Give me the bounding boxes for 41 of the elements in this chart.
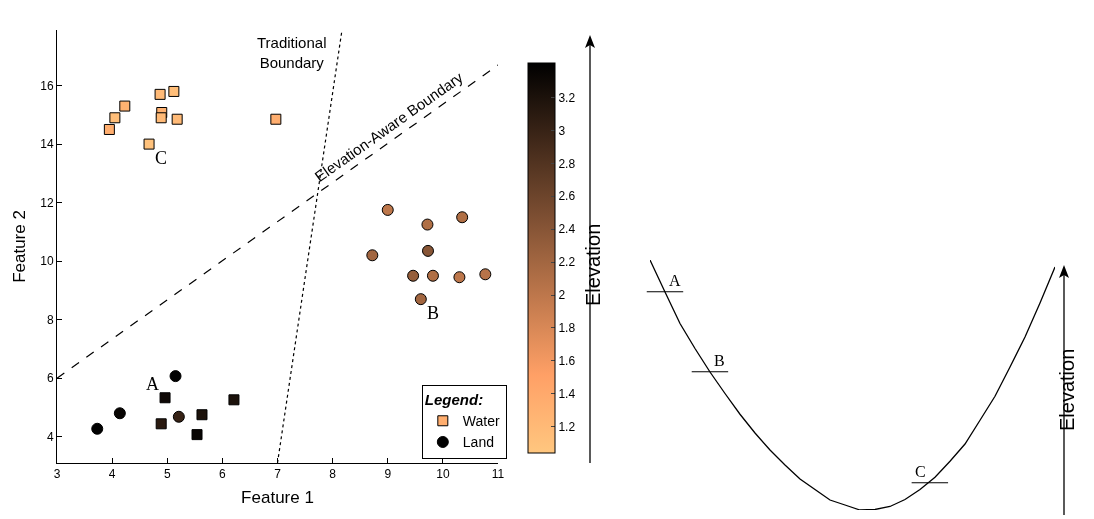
x-tick-label: 7 <box>274 467 282 482</box>
color-bar-label: 1.8 <box>558 321 576 336</box>
y-tick-label: 6 <box>46 371 54 386</box>
y-axis-title: Feature 2 <box>9 210 29 283</box>
color-bar-label: 3.2 <box>558 90 576 105</box>
y-tick-label: 16 <box>40 78 54 93</box>
annotation: C <box>155 148 168 168</box>
annotation: B <box>427 303 440 323</box>
y-tick-label: 10 <box>40 254 54 269</box>
x-tick-label: 5 <box>163 467 171 482</box>
y-tick-label: 8 <box>46 312 54 327</box>
annotation: A <box>146 374 159 394</box>
color-bar-label: 1.6 <box>558 354 576 369</box>
x-tick-label: 9 <box>384 467 392 482</box>
x-tick-label: 3 <box>53 467 61 482</box>
annotation: A <box>669 272 681 289</box>
x-tick-label: 8 <box>329 467 337 482</box>
x-tick-label: 4 <box>108 467 116 482</box>
y-tick-label: 4 <box>46 429 54 444</box>
annotation: B <box>714 352 725 369</box>
annotation: C <box>915 463 926 480</box>
legend-title: Legend: <box>424 391 484 409</box>
color-bar-label: 2.2 <box>558 255 576 270</box>
color-bar-label: 2 <box>558 288 566 303</box>
x-tick-label: 11 <box>491 467 505 482</box>
color-bar-label: 2.4 <box>558 222 576 237</box>
y-tick-label: 12 <box>40 195 54 210</box>
y-axis-title: Elevation <box>1056 348 1078 431</box>
color-bar-label: 1.4 <box>558 386 576 401</box>
color-bar-label: 1.2 <box>558 419 576 434</box>
y-tick-label: 14 <box>40 137 54 152</box>
legend-label: Land <box>462 434 494 451</box>
x-tick-label: 6 <box>219 467 227 482</box>
x-tick-label: 10 <box>436 467 450 482</box>
series-label: Traditional Boundary <box>257 34 327 71</box>
color-bar-label: 3 <box>558 123 566 138</box>
color-bar-label: 2.8 <box>558 156 576 171</box>
x-axis-title: Feature 1 <box>241 487 314 507</box>
legend-label: Water <box>462 413 500 430</box>
color-bar-label: 2.6 <box>558 189 576 204</box>
color-bar-title: Elevation <box>582 223 604 306</box>
